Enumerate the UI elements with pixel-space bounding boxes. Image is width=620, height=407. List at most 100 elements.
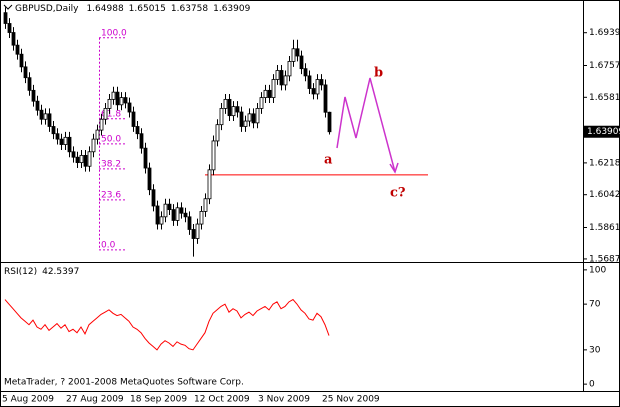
candle-body — [199, 211, 204, 225]
candle-body — [143, 147, 148, 169]
candle-body — [75, 156, 80, 164]
y-tick-label: 1.67575 — [589, 61, 620, 71]
candle-body — [291, 48, 296, 62]
candle-body — [319, 79, 324, 86]
candle-body — [159, 216, 164, 225]
candle-body — [147, 167, 152, 191]
x-tick-label: 27 Aug 2009 — [66, 395, 124, 405]
candle-body — [167, 203, 172, 210]
candle-body — [279, 70, 284, 86]
candle-body — [27, 77, 32, 91]
candle-body — [91, 138, 96, 153]
candle-body — [239, 111, 244, 127]
wave-label: a — [324, 153, 333, 168]
candle-body — [55, 133, 60, 140]
close-value: 1.63909 — [213, 4, 250, 14]
open-value: 1.64988 — [86, 4, 123, 14]
y-tick-label: 30 — [589, 345, 601, 355]
candle-body — [19, 53, 24, 68]
candle-body — [275, 70, 280, 80]
candle-body — [287, 61, 292, 77]
candle-body — [303, 68, 308, 77]
fib-label: 0.0 — [101, 240, 116, 250]
chart-header: GBPUSD,Daily 1.64988 1.65015 1.63758 1.63909 — [15, 4, 251, 14]
candle-body — [59, 138, 64, 145]
candle-body — [15, 44, 20, 55]
fib-label: 61.8 — [101, 109, 121, 119]
candle-body — [243, 120, 248, 127]
candle-body — [227, 98, 232, 117]
candle-body — [123, 97, 128, 104]
y-tick-label: 0 — [589, 380, 595, 390]
candle-body — [23, 66, 28, 79]
candle-body — [191, 229, 196, 239]
x-tick-label: 12 Oct 2009 — [194, 395, 250, 405]
y-tick-label: 1.58610 — [589, 223, 620, 233]
candle-body — [103, 108, 108, 120]
candle-body — [71, 151, 76, 158]
candle-body — [219, 108, 224, 126]
candle-body — [315, 79, 320, 95]
candle-body — [171, 209, 176, 221]
y-tick-label: 1.60425 — [589, 190, 620, 200]
candle-body — [39, 109, 44, 120]
candle-body — [215, 124, 220, 142]
candle-body — [127, 102, 132, 113]
x-tick-label: 3 Nov 2009 — [258, 395, 310, 405]
price-marker-label: 1.63909 — [587, 127, 620, 137]
candle-body — [307, 75, 312, 89]
rsi-value: 42.5397 — [42, 267, 79, 277]
candle-body — [235, 106, 240, 113]
x-tick-label: 5 Aug 2009 — [2, 395, 54, 405]
candle-body — [35, 100, 40, 111]
candle-body — [79, 154, 84, 164]
chart-title: GBPUSD,Daily — [15, 4, 79, 14]
y-tick-label: 70 — [589, 300, 601, 310]
wave-label: c? — [390, 186, 406, 201]
candle-body — [67, 136, 72, 153]
candle-body — [155, 205, 160, 225]
x-tick-label: 25 Nov 2009 — [322, 395, 380, 405]
candle-body — [151, 189, 156, 207]
candle-body — [87, 151, 92, 167]
candle-body — [195, 223, 200, 239]
candle-body — [139, 133, 144, 149]
candle-body — [207, 169, 212, 200]
low-value: 1.63758 — [171, 4, 208, 14]
symbol-icon — [3, 4, 13, 10]
fib-label: 23.6 — [101, 190, 121, 200]
high-value: 1.65015 — [129, 4, 166, 14]
candle-body — [259, 97, 264, 109]
y-tick-label: 1.62185 — [589, 158, 620, 168]
candle-body — [247, 113, 252, 122]
candle-body — [267, 89, 272, 98]
candle-body — [135, 126, 140, 135]
y-tick-label: 1.65815 — [589, 93, 620, 103]
candle-body — [255, 108, 260, 124]
candle-body — [299, 55, 304, 70]
x-tick-label: 18 Sep 2009 — [130, 395, 187, 405]
candle-body — [251, 113, 256, 124]
candle-body — [231, 106, 236, 117]
price-marker — [584, 125, 620, 138]
wave-label: b — [374, 66, 383, 81]
candle-body — [31, 89, 36, 102]
fib-label: 100.0 — [101, 28, 127, 38]
candle-body — [211, 140, 216, 171]
fib-label: 38.2 — [101, 159, 121, 169]
rsi-line — [4, 298, 330, 351]
candle-body — [47, 113, 52, 127]
candle-body — [295, 48, 300, 57]
candle-body — [183, 212, 188, 218]
candle-body — [223, 98, 228, 109]
wave-arrow — [389, 162, 399, 174]
candle-body — [163, 203, 168, 218]
rsi-title: RSI(12) — [4, 267, 37, 277]
candle-body — [115, 91, 120, 106]
candle-body — [3, 12, 8, 24]
candle-body — [7, 23, 12, 33]
candle-body — [179, 207, 184, 214]
